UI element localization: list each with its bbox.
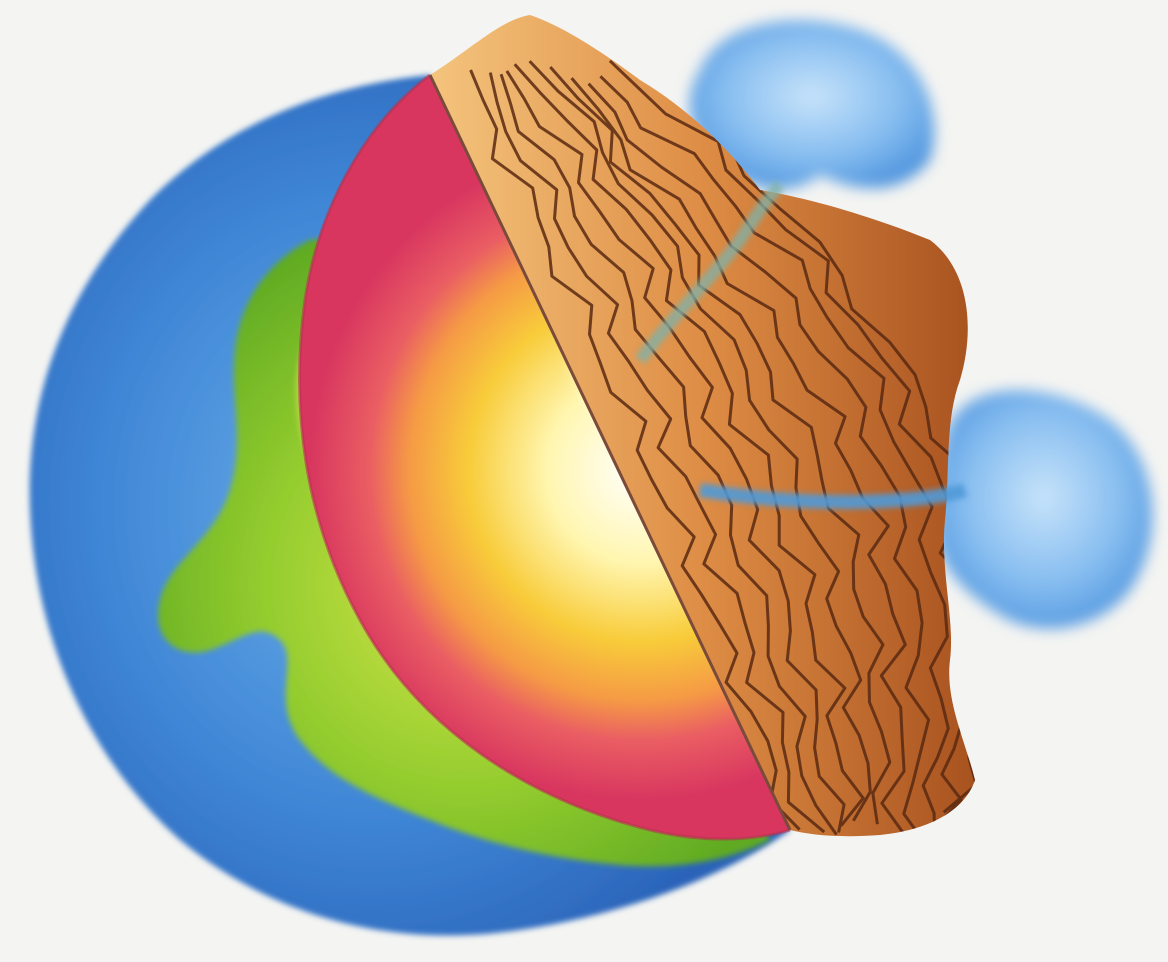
cloud-top bbox=[689, 20, 935, 190]
earth-interior-wedge bbox=[298, 73, 791, 841]
rock-strata-line bbox=[469, 69, 801, 831]
rock-strata-line bbox=[549, 66, 892, 825]
cloud-right bbox=[934, 390, 1153, 629]
water-channel bbox=[635, 180, 968, 509]
rock-strata-line bbox=[587, 82, 931, 837]
rock-strata-line bbox=[499, 73, 838, 836]
rock-strata-line bbox=[570, 77, 907, 837]
rock-strata-line bbox=[488, 72, 826, 834]
rock-strata-line bbox=[513, 63, 865, 827]
rock-strata-line bbox=[528, 60, 872, 822]
rock-strata-line bbox=[505, 70, 846, 833]
rock-strata-block bbox=[428, 15, 975, 837]
rock-strata-line bbox=[599, 75, 950, 837]
